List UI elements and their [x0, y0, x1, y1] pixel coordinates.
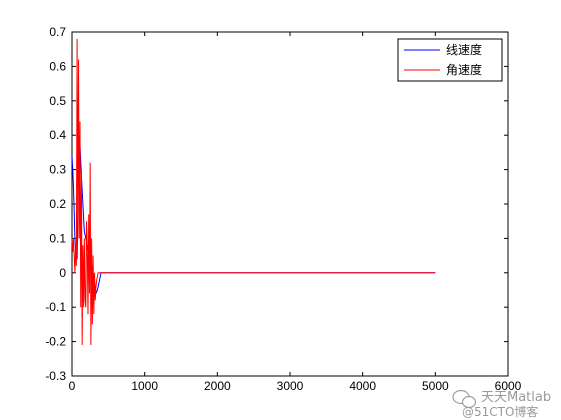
watermark-title: 天天Matlab [481, 390, 551, 405]
watermark: 天天Matlab @51CTO博客 [452, 389, 551, 419]
x-tick-label: 1000 [131, 379, 158, 393]
y-tick-label: -0.2 [45, 335, 66, 349]
x-tick-label: 3000 [277, 379, 304, 393]
y-tick-label: 0.1 [49, 231, 66, 245]
x-tick-label: 0 [69, 379, 76, 393]
x-tick-label: 6000 [495, 379, 522, 393]
legend-box [397, 38, 503, 82]
x-axis-ticks: 0 1000 2000 3000 4000 5000 6000 [69, 32, 522, 393]
y-tick-label: -0.3 [45, 369, 66, 383]
legend: 线速度 角速度 [397, 38, 503, 82]
legend-label-linear-speed: 线速度 [446, 42, 482, 57]
y-tick-label: 0.5 [49, 94, 66, 108]
legend-label-angular-speed: 角速度 [446, 62, 482, 77]
y-tick-label: 0.3 [49, 163, 66, 177]
axes-box [71, 31, 509, 377]
y-tick-label: 0.7 [49, 25, 66, 39]
y-tick-label: 0.4 [49, 128, 66, 142]
series-layer [71, 38, 436, 346]
plot-area: 0 1000 2000 3000 4000 5000 6000 -0.3-0.2-0.100… [45, 25, 521, 393]
y-tick-label: 0 [59, 266, 66, 280]
y-tick-label: 0.2 [49, 197, 66, 211]
watermark-subtitle: @51CTO博客 [462, 404, 538, 419]
y-tick-label: -0.1 [45, 300, 66, 314]
y-tick-label: 0.6 [49, 59, 66, 73]
x-tick-label: 4000 [349, 379, 376, 393]
series-line-angular-speed [71, 38, 436, 346]
x-tick-label: 5000 [422, 379, 449, 393]
x-tick-label: 2000 [204, 379, 231, 393]
wechat-icon [452, 389, 477, 409]
y-axis-ticks: -0.3 -0.2 -0.1 0 0.1 0.2 0.3 0.4 0.5 0.6 0.7 [45, 25, 508, 383]
